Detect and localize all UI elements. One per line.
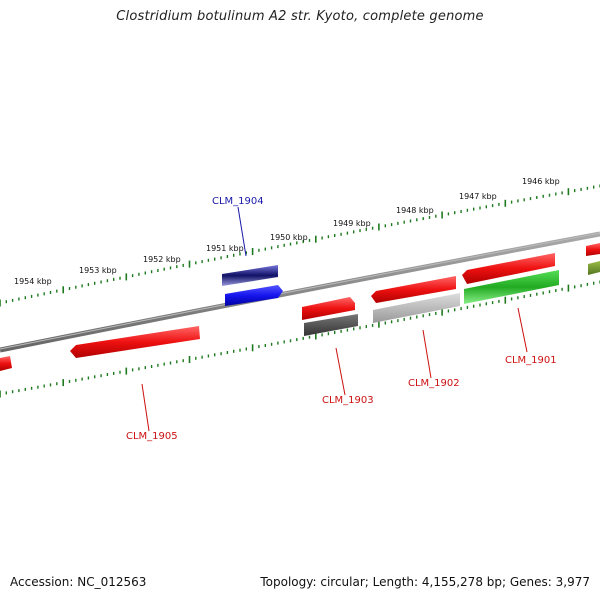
scale-label: 1951 kbp (206, 244, 244, 253)
gene-blue-arrow[interactable] (225, 285, 283, 306)
leader-clm-1901 (517, 307, 528, 353)
outer-scale-track (0, 184, 600, 307)
gene-clm-1903-gray[interactable] (304, 314, 358, 336)
scale-label: 1952 kbp (143, 255, 181, 264)
gene-label-clm-1902[interactable]: CLM_1902 (408, 378, 460, 389)
gene-clm-1901-forward[interactable] (462, 253, 555, 284)
gene-clm-1904-upper[interactable] (222, 265, 278, 286)
gene-label-clm-1903[interactable]: CLM_1903 (322, 395, 374, 406)
inner-scale-track (0, 280, 600, 398)
scale-label: 1954 kbp (14, 277, 52, 286)
gene-label-clm-1904[interactable]: CLM_1904 (212, 196, 264, 207)
accession-text: Accession: NC_012563 (10, 575, 147, 589)
genome-title: Clostridium botulinum A2 str. Kyoto, com… (116, 9, 484, 24)
genome-summary-text: Topology: circular; Length: 4,155,278 bp… (260, 575, 590, 589)
gene-right-edge-red[interactable] (586, 243, 600, 256)
leader-clm-1902 (422, 329, 432, 379)
scale-label: 1953 kbp (79, 266, 117, 275)
leader-clm-1904 (237, 206, 247, 257)
gene-label-clm-1901[interactable]: CLM_1901 (505, 355, 557, 366)
gene-clm-1901-green[interactable] (464, 270, 559, 304)
scale-label: 1948 kbp (396, 206, 434, 215)
gene-label-clm-1905[interactable]: CLM_1905 (126, 431, 178, 442)
genome-backbone (0, 231, 600, 353)
scale-label: 1949 kbp (333, 219, 371, 228)
gene-clm-1903[interactable] (302, 297, 355, 320)
scale-label: 1947 kbp (459, 192, 497, 201)
scale-labels: 1954 kbp 1953 kbp 1952 kbp 1951 kbp 1950… (14, 177, 560, 286)
gene-clm-1902-forward[interactable] (371, 276, 456, 303)
gene-left-edge-red[interactable] (0, 356, 12, 371)
gene-right-edge-olive[interactable] (588, 261, 600, 275)
leader-clm-1905 (141, 383, 150, 432)
gene-clm-1905[interactable] (70, 326, 200, 358)
gene-clm-1902-gray[interactable] (373, 293, 460, 323)
leader-clm-1903 (335, 347, 346, 396)
scale-label: 1950 kbp (270, 233, 308, 242)
scale-label: 1946 kbp (522, 177, 560, 186)
